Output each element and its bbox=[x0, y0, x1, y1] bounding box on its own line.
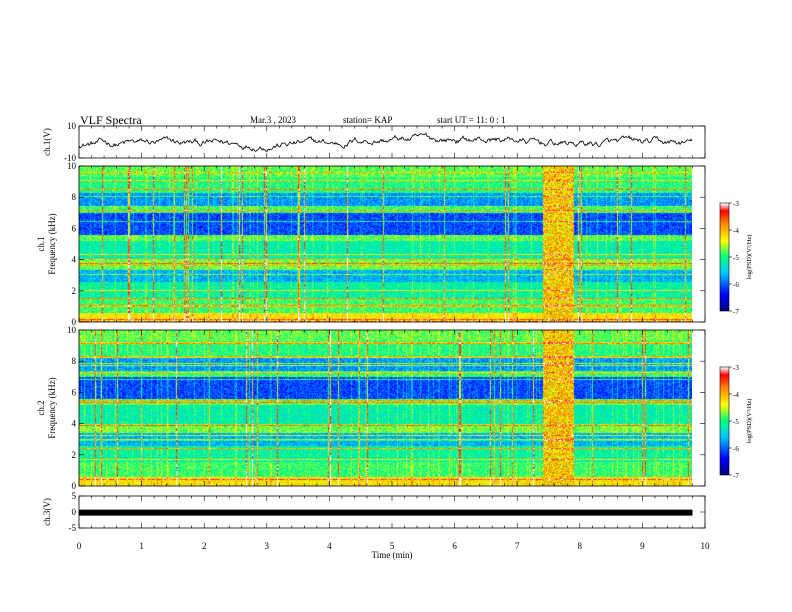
ch2-spectrogram-colorbar-label: log(PSD)(V²/Hz) bbox=[746, 399, 753, 444]
ch2-spectrogram-colorbar-tick-label: -7 bbox=[733, 472, 739, 480]
ch1-spectrogram-ytick-label: 0 bbox=[72, 317, 77, 327]
ch1-spectrogram-ytick-label: 8 bbox=[72, 192, 77, 202]
x-tick-label: 7 bbox=[515, 541, 520, 551]
ch2-spectrogram-ytick-label: 4 bbox=[72, 419, 77, 429]
ch1-spectrogram-colorbar-tick-label: -5 bbox=[733, 254, 739, 262]
ch2-spectrogram-colorbar-tick-label: -5 bbox=[733, 418, 739, 426]
ch2-spectrogram-colorbar-tick-label: -4 bbox=[733, 391, 739, 399]
ch1-waveform-ytick-label: 10 bbox=[67, 121, 77, 131]
ch1-spectrogram-colorbar-tick-label: -6 bbox=[733, 281, 739, 289]
ch1-spectrogram-colorbar-tick-label: -3 bbox=[733, 200, 739, 208]
ch2-spectrogram-ytick-label: 6 bbox=[72, 387, 77, 397]
x-tick-label: 1 bbox=[139, 541, 144, 551]
ch2-spectrogram-ytick-label: 2 bbox=[72, 450, 77, 460]
ch1-spectrogram-colorbar-tick-label: -7 bbox=[733, 308, 739, 316]
ch1-waveform-ytick-label: -10 bbox=[64, 153, 76, 163]
ch2-spectrogram-colorbar bbox=[720, 367, 729, 475]
x-tick-label: 3 bbox=[265, 541, 270, 551]
ch1-spectrogram-ylabel: Frequency (kHz) bbox=[47, 213, 57, 274]
x-tick-label: 4 bbox=[327, 541, 332, 551]
ch1-waveform-line bbox=[78, 132, 693, 152]
ch1-spectrogram-image bbox=[79, 166, 692, 322]
date-label: Mar.3 , 2023 bbox=[250, 115, 296, 125]
ch1-spectrogram-ytick-label: 6 bbox=[72, 223, 77, 233]
ch3-waveform-line bbox=[79, 509, 693, 516]
ch2-spectrogram-ylabel: ch.2 bbox=[36, 400, 46, 415]
ch1-spectrogram-colorbar bbox=[720, 203, 729, 311]
ch3-waveform-ytick-label: 5 bbox=[72, 491, 77, 501]
start-time-label: start UT = 11: 0 : 1 bbox=[437, 115, 506, 125]
ch3-waveform-ylabel: ch.3(V) bbox=[42, 498, 52, 526]
ch2-spectrogram-colorbar-tick-label: -6 bbox=[733, 445, 739, 453]
ch2-spectrogram-ytick-label: 0 bbox=[72, 481, 77, 491]
ch1-spectrogram-colorbar-tick-label: -4 bbox=[733, 227, 739, 235]
x-tick-label: 6 bbox=[452, 541, 457, 551]
ch3-waveform-ytick-label: -5 bbox=[69, 523, 77, 533]
x-tick-label: 5 bbox=[390, 541, 395, 551]
ch1-spectrogram-ylabel: ch.1 bbox=[36, 236, 46, 251]
x-tick-label: 8 bbox=[578, 541, 583, 551]
x-tick-label: 2 bbox=[202, 541, 207, 551]
x-tick-label: 9 bbox=[640, 541, 645, 551]
x-tick-label: 0 bbox=[77, 541, 82, 551]
ch3-waveform-ytick-label: 0 bbox=[72, 507, 77, 517]
ch1-spectrogram-ytick-label: 4 bbox=[72, 255, 77, 265]
ch2-spectrogram-image bbox=[79, 330, 692, 486]
ch2-spectrogram-ytick-label: 8 bbox=[72, 356, 77, 366]
ch2-spectrogram-ylabel: Frequency (kHz) bbox=[47, 377, 57, 438]
ch2-spectrogram-ytick-label: 10 bbox=[67, 325, 77, 335]
ch1-spectrogram-colorbar-label: log(PSD)(V²/Hz) bbox=[746, 235, 753, 280]
ch2-spectrogram-colorbar-tick-label: -3 bbox=[733, 364, 739, 372]
x-tick-label: 10 bbox=[701, 541, 711, 551]
ch1-spectrogram-ytick-label: 10 bbox=[67, 161, 77, 171]
plot-title: VLF Spectra bbox=[80, 113, 142, 127]
station-label: station= KAP bbox=[343, 115, 393, 125]
x-axis-label: Time (min) bbox=[372, 550, 413, 560]
ch1-spectrogram-ytick-label: 2 bbox=[72, 286, 77, 296]
ch1-waveform-ylabel: ch.1(V) bbox=[42, 128, 52, 156]
